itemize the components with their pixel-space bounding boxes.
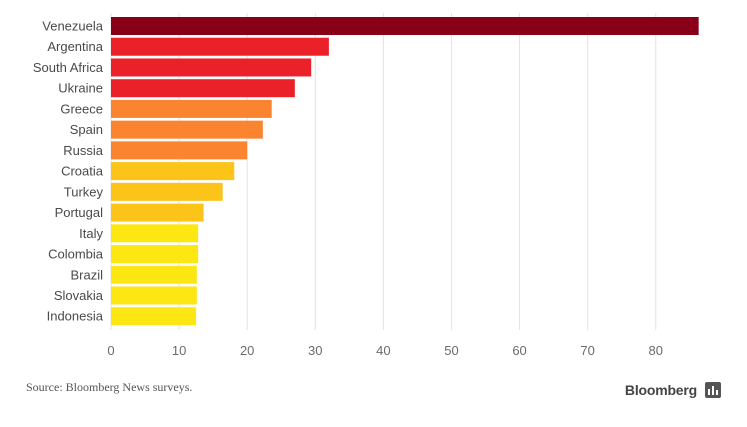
bar [111,203,204,222]
bar [111,79,295,98]
bar [111,162,235,181]
category-labels: Venezuela Argentina South Africa Ukraine Gre… [33,19,104,324]
bars [111,17,699,326]
category-label: Argentina [47,39,103,54]
bar [111,307,197,326]
category-label: Slovakia [54,288,104,303]
x-tick-label: 20 [240,343,254,358]
x-tick-label: 60 [512,343,526,358]
category-label: Indonesia [47,309,104,324]
category-label: Italy [79,226,103,241]
bar [111,265,197,284]
brand-name: Bloomberg [624,382,697,398]
brand-logo: Bloomberg [625,382,721,398]
category-label: Croatia [61,164,104,179]
category-label: Spain [70,122,103,137]
bar [111,245,199,264]
bar [111,120,263,139]
bar-chart: Venezuela Argentina South Africa Ukraine Gre… [33,13,699,358]
x-tick-label: 0 [107,343,114,358]
category-label: Portugal [55,205,104,220]
bar [111,286,197,305]
category-label: Ukraine [58,81,103,96]
bar [111,141,248,160]
x-tick-label: 70 [580,343,594,358]
category-label: Turkey [64,184,104,199]
x-tick-label: 80 [649,343,663,358]
bar [111,99,272,118]
source-note: Source: Bloomberg News surveys. [26,380,193,394]
bar [111,58,312,77]
category-label: South Africa [33,60,104,75]
x-tick-label: 10 [172,343,186,358]
category-label: Colombia [48,247,104,262]
bar [111,182,223,201]
x-tick-label: 40 [376,343,390,358]
bar [111,224,199,243]
x-axis-tick-labels: 0 10 20 30 40 50 60 70 80 [107,343,663,358]
category-label: Brazil [70,267,103,282]
category-label: Russia [63,143,104,158]
x-tick-label: 30 [308,343,322,358]
category-label: Greece [60,101,103,116]
category-label: Venezuela [42,19,103,34]
bar [111,17,699,35]
bar [111,37,329,56]
bloomberg-chart-icon [705,382,721,398]
x-tick-label: 50 [444,343,458,358]
